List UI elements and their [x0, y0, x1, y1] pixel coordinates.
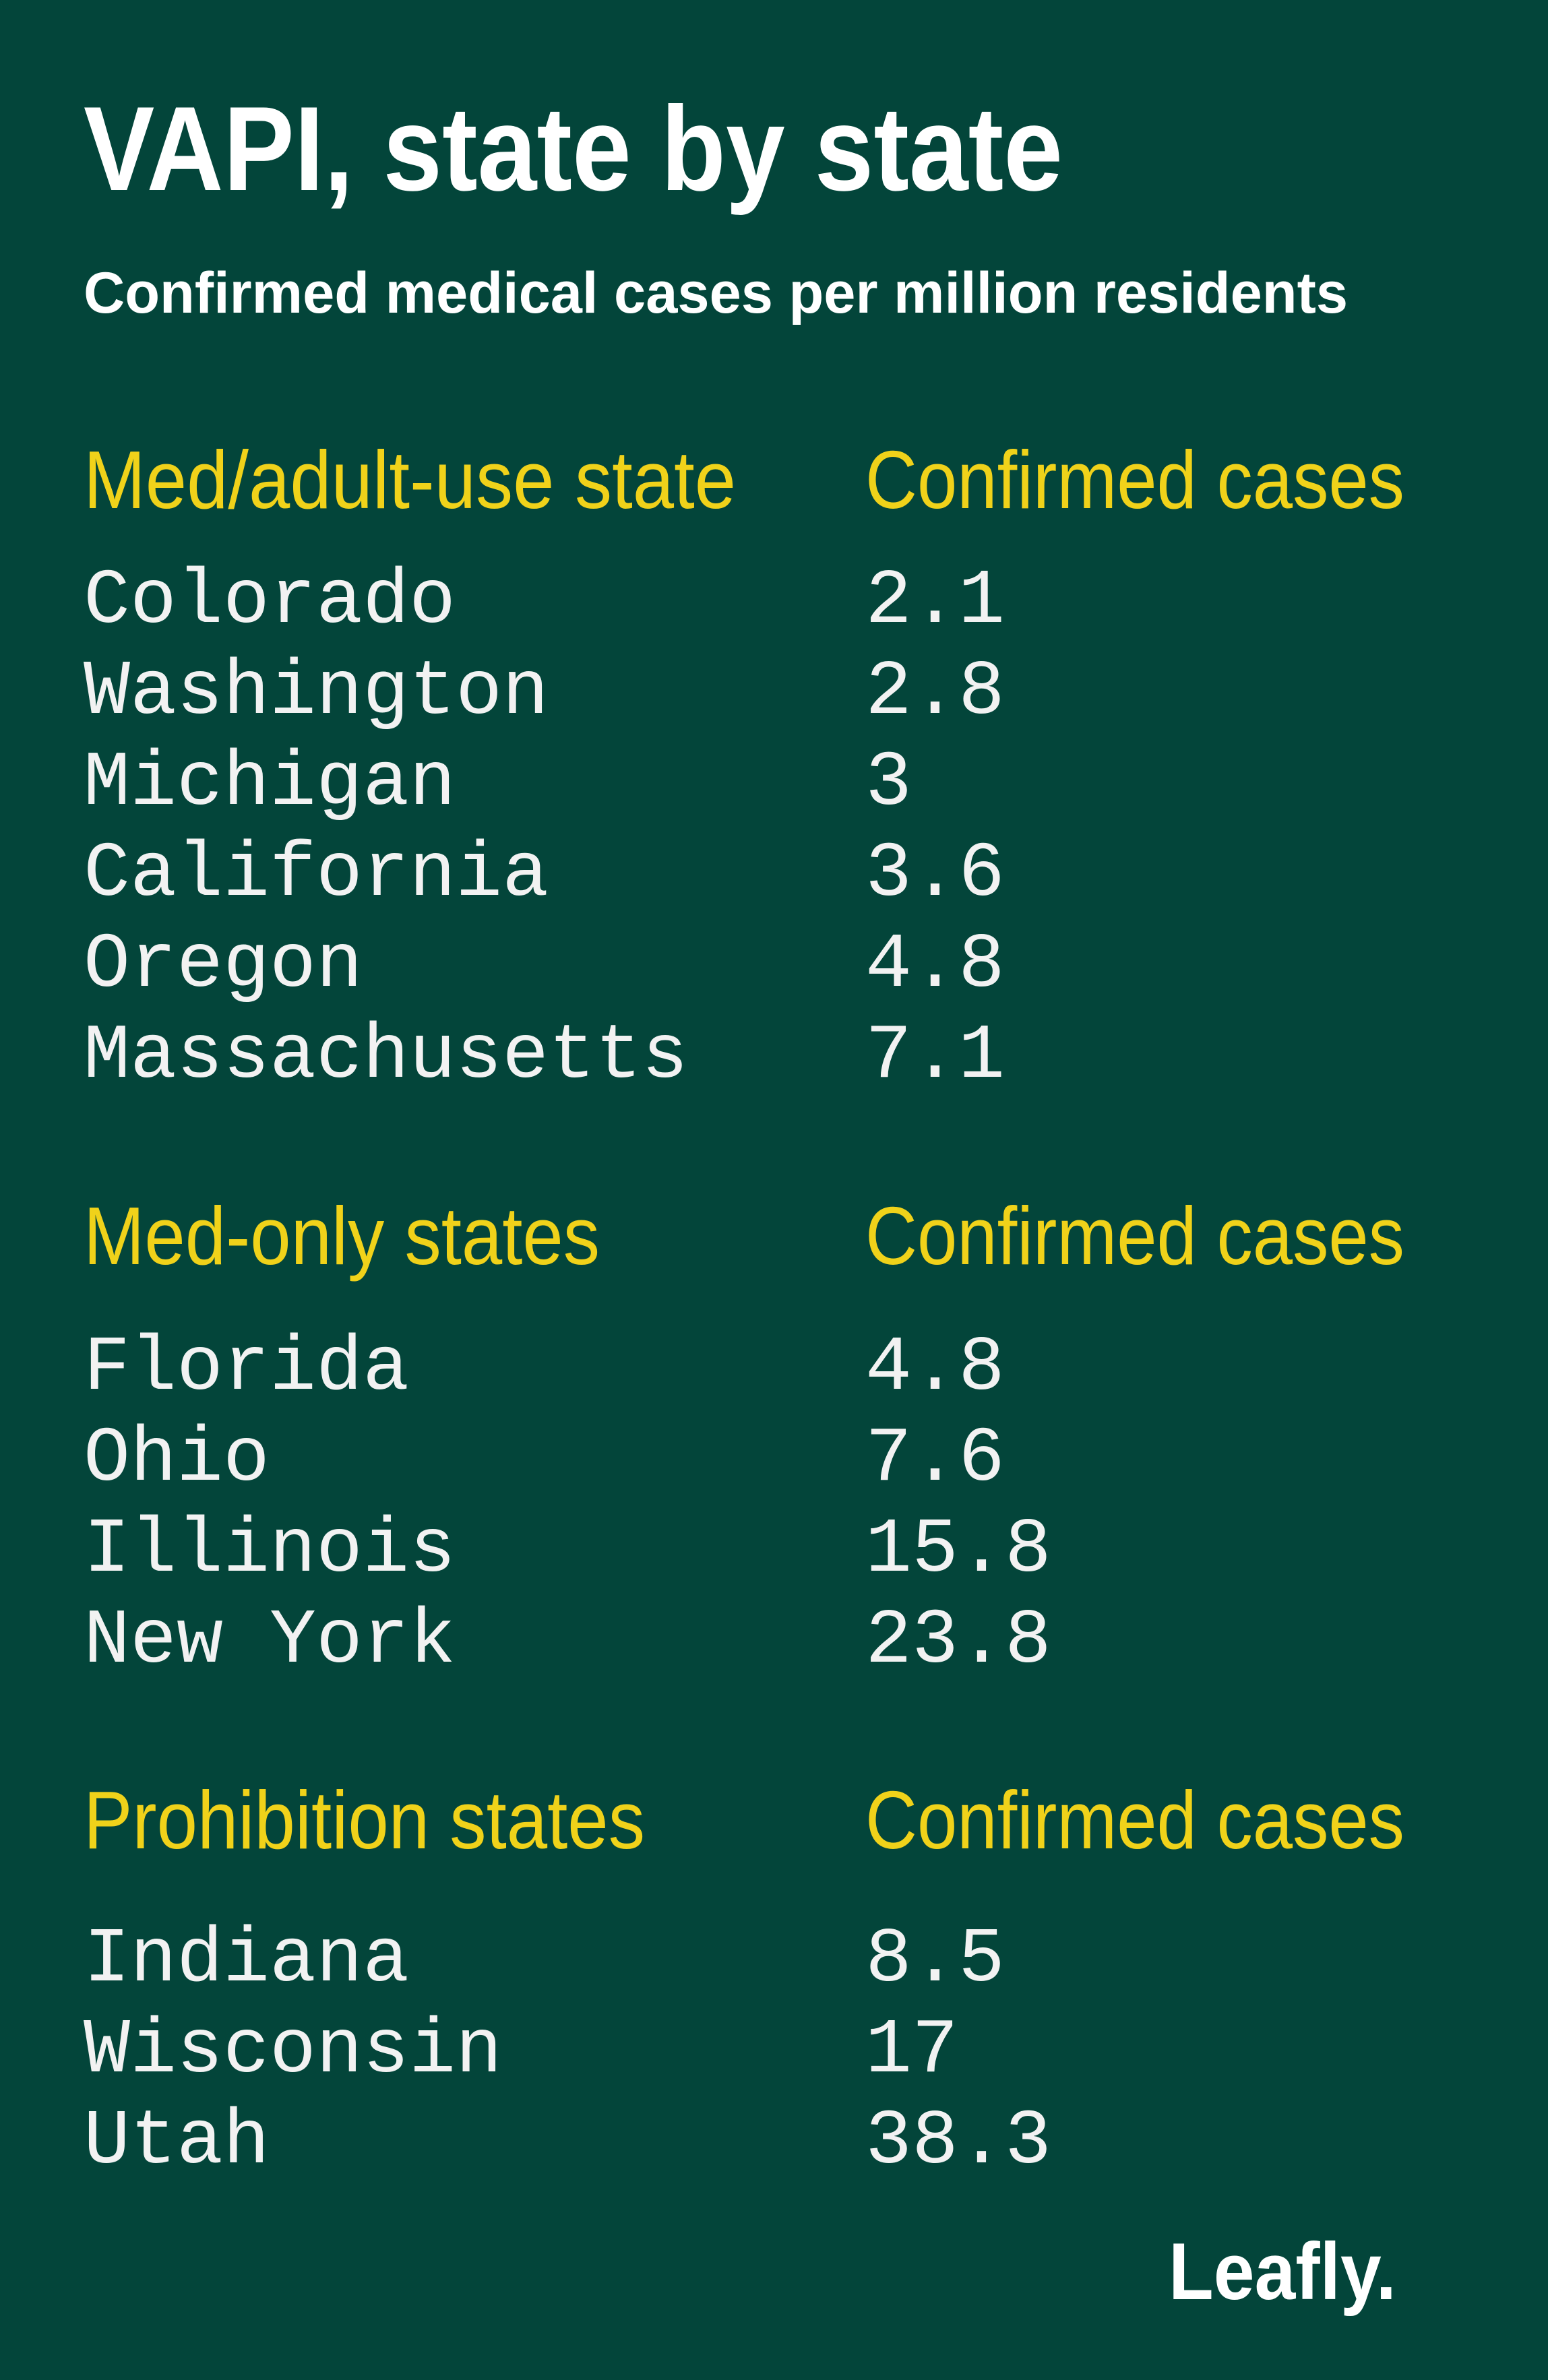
case-value: 38.3: [865, 2098, 1051, 2186]
state-name: Wisconsin: [84, 2007, 502, 2095]
state-name: Washington: [84, 648, 549, 737]
state-name: Utah: [84, 2098, 270, 2186]
case-value: 7.1: [865, 1012, 1005, 1100]
section-heading: Med-only states: [84, 1190, 600, 1282]
state-name: Michigan: [84, 739, 456, 827]
state-name: Florida: [84, 1324, 409, 1412]
case-value: 4.8: [865, 921, 1005, 1009]
section-heading: Med/adult-use state: [84, 434, 736, 526]
state-name: Ohio: [84, 1415, 270, 1503]
state-name: Oregon: [84, 921, 363, 1009]
case-value: 3: [865, 739, 912, 827]
case-value: 3.6: [865, 830, 1005, 918]
case-value: 2.8: [865, 648, 1005, 737]
value-heading: Confirmed cases: [865, 434, 1404, 526]
case-value: 15.8: [865, 1506, 1051, 1594]
value-heading: Confirmed cases: [865, 1190, 1404, 1282]
case-value: 4.8: [865, 1324, 1005, 1412]
state-name: New York: [84, 1597, 456, 1685]
value-heading: Confirmed cases: [865, 1774, 1404, 1866]
case-value: 23.8: [865, 1597, 1051, 1685]
title: VAPI, state by state: [84, 82, 1063, 216]
case-value: 2.1: [865, 557, 1005, 646]
state-name: Illinois: [84, 1506, 456, 1594]
logo: Leafly.: [1169, 2226, 1396, 2317]
state-name: California: [84, 830, 549, 918]
state-name: Massachusetts: [84, 1012, 688, 1100]
case-value: 7.6: [865, 1415, 1005, 1503]
section-heading: Prohibition states: [84, 1774, 645, 1866]
state-name: Indiana: [84, 1916, 409, 2004]
case-value: 17: [865, 2007, 958, 2095]
subtitle: Confirmed medical cases per million resi…: [84, 261, 1348, 325]
state-name: Colorado: [84, 557, 456, 646]
case-value: 8.5: [865, 1916, 1005, 2004]
